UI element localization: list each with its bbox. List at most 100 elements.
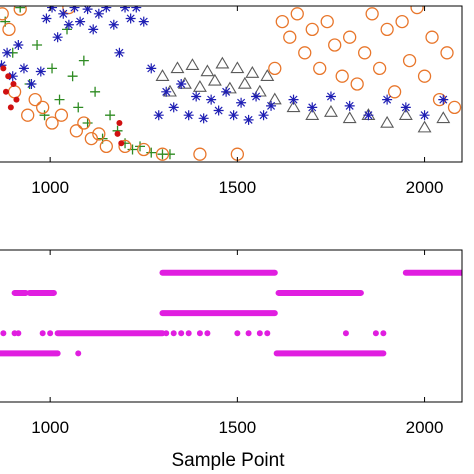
triangle-marker xyxy=(207,73,222,86)
circle-marker xyxy=(77,116,91,130)
circle-marker xyxy=(54,108,69,122)
triangle-marker xyxy=(286,100,301,113)
circle-marker xyxy=(99,139,113,154)
plus-marker xyxy=(146,147,157,158)
circle-marker xyxy=(425,30,439,44)
asterisk-marker xyxy=(88,24,99,35)
circle-marker xyxy=(410,6,424,15)
asterisk-marker xyxy=(168,102,179,113)
circle-marker xyxy=(69,124,84,138)
level-point xyxy=(39,330,46,337)
asterisk-marker xyxy=(58,8,69,19)
level-point xyxy=(196,330,203,337)
point-marker xyxy=(7,104,14,111)
circle-marker xyxy=(28,92,42,107)
point-marker xyxy=(0,65,7,72)
asterisk-marker xyxy=(41,13,52,24)
circle-marker xyxy=(36,100,50,115)
asterisk-marker xyxy=(63,19,74,30)
asterisk-marker xyxy=(114,47,125,58)
plus-marker xyxy=(127,144,138,155)
asterisk-marker xyxy=(206,94,217,105)
circle-marker xyxy=(380,22,394,37)
triangle-marker xyxy=(155,69,170,81)
asterisk-marker xyxy=(176,79,187,89)
level-point xyxy=(342,330,349,337)
asterisk-marker xyxy=(82,6,93,15)
asterisk-marker xyxy=(307,102,318,113)
asterisk-marker xyxy=(243,114,254,125)
circle-marker xyxy=(320,14,334,29)
circle-marker xyxy=(343,30,357,44)
top-scatter-panel: 1000 1500 2000 xyxy=(0,5,463,197)
circle-marker xyxy=(13,6,27,16)
circle-marker xyxy=(137,142,151,157)
asterisk-marker xyxy=(93,8,104,19)
level-point xyxy=(380,330,387,337)
level-point xyxy=(170,330,177,337)
circle-marker xyxy=(328,38,342,52)
asterisk-marker xyxy=(131,6,142,13)
asterisk-marker xyxy=(75,16,86,27)
circle-marker xyxy=(395,14,409,29)
asterisk-marker xyxy=(101,6,112,13)
bottom-axes-frame xyxy=(0,249,463,403)
top-x-ticks: 1000 1500 2000 xyxy=(31,6,443,197)
asterisk-marker xyxy=(236,97,247,108)
asterisk-marker xyxy=(120,6,131,13)
triangle-marker xyxy=(323,104,338,117)
circle-marker xyxy=(365,7,379,21)
triangle-marker xyxy=(398,108,413,120)
level-point xyxy=(245,330,252,337)
circle-marker xyxy=(21,108,35,122)
level-point xyxy=(256,330,263,337)
circle-marker xyxy=(335,69,349,83)
circle-marker xyxy=(275,14,289,29)
plus-marker xyxy=(54,94,65,105)
top-axes-frame xyxy=(0,5,463,163)
circle-marker xyxy=(440,46,454,60)
asterisk-marker xyxy=(288,94,299,105)
asterisk-marker xyxy=(191,91,202,102)
circle-marker xyxy=(118,139,132,154)
bottom-x-tick-label: 1500 xyxy=(218,418,256,437)
asterisk-marker xyxy=(161,86,172,97)
circle-marker xyxy=(447,100,462,115)
level-point xyxy=(178,330,185,337)
plus-marker xyxy=(82,118,93,128)
triangle-marker xyxy=(260,69,275,81)
circle-marker xyxy=(298,46,312,60)
circle-marker xyxy=(84,131,98,146)
point-marker xyxy=(118,140,125,147)
circle-marker xyxy=(313,61,327,76)
circle-marker xyxy=(7,85,22,99)
circle-marker xyxy=(358,46,372,60)
bottom-scatter-marks xyxy=(0,269,462,357)
asterisk-marker xyxy=(69,6,80,13)
level-point xyxy=(0,330,7,337)
plus-marker xyxy=(90,86,101,97)
asterisk-marker xyxy=(438,94,449,105)
triangle-marker xyxy=(230,61,245,74)
triangle-marker xyxy=(436,111,451,124)
top-x-tick-label: 1500 xyxy=(218,178,256,197)
triangle-marker xyxy=(237,76,252,89)
point-marker xyxy=(10,81,17,87)
asterisk-marker xyxy=(125,13,136,24)
asterisk-marker xyxy=(183,110,194,121)
asterisk-marker xyxy=(18,63,29,74)
triangle-marker xyxy=(170,61,185,74)
asterisk-marker xyxy=(108,19,119,30)
plus-marker xyxy=(67,71,78,82)
plus-marker xyxy=(73,102,84,113)
plus-marker xyxy=(32,40,43,50)
top-scatter-marks xyxy=(0,6,462,161)
circle-marker xyxy=(290,7,304,21)
circle-marker xyxy=(268,61,282,76)
circle-marker xyxy=(350,77,364,91)
circle-marker xyxy=(372,61,387,76)
circle-marker xyxy=(283,30,297,44)
plus-marker xyxy=(78,55,89,66)
plus-marker xyxy=(47,63,58,74)
